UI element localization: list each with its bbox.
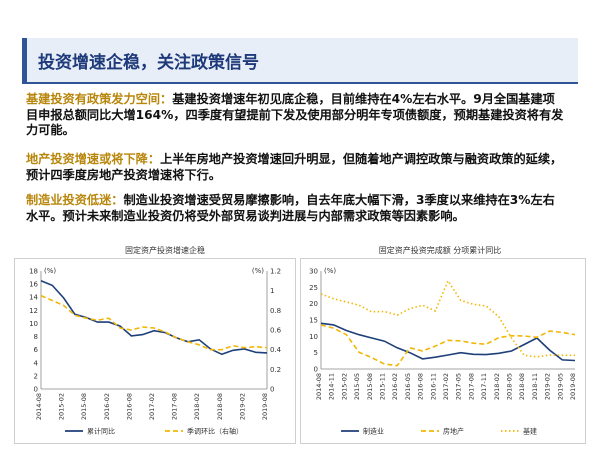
y-tick-label: 0: [314, 366, 318, 374]
chart-1-svg: 0 2 4 6 8 10 12 14 16 18 (%) 0 0.2 0.4 0.6 0.8 1 1.2 (%) 20…: [29, 267, 282, 436]
x-tick-label: 2015-05: [353, 373, 361, 400]
y-tick-label: 16: [29, 281, 38, 289]
y-tick-label: 14: [29, 294, 38, 302]
y-right-tick-label: 0.8: [270, 307, 281, 315]
legend-label: 制造业: [363, 427, 384, 436]
y-tick-label: 0: [34, 386, 38, 394]
paragraph-body: 制造业投资增速受贸易摩擦影响，自去年底大幅下滑，3季度以来维持在3%左右水平。预…: [26, 193, 555, 223]
x-tick-label: 2016-08: [417, 373, 425, 400]
chart-2-title: 固定资产投资完成额 分项累计同比: [378, 246, 502, 255]
x-tick-label: 2016-08: [125, 393, 133, 420]
x-tick-label: 2015-08: [80, 393, 88, 420]
paragraph-manufacturing: 制造业投资低迷：制造业投资增速受贸易摩擦影响，自去年底大幅下滑，3季度以来维持在…: [26, 193, 566, 224]
paragraph-infrastructure: 基建投资有政策发力空间：基建投资增速年初见底企稳，目前维持在4%左右水平。9月全…: [26, 92, 566, 139]
paragraph-lead: 基建投资有政策发力空间：: [26, 92, 173, 106]
paragraph-real-estate: 地产投资增速或将下降：上半年房地产投资增速回升明显，但随着地产调控政策与融资政策…: [26, 152, 566, 183]
x-tick-label: 2016-02: [103, 393, 111, 420]
x-tick-label: 2018-08: [518, 373, 526, 400]
legend-label: 累计同比: [87, 427, 115, 436]
y-right-unit-label: (%): [252, 267, 264, 275]
x-tick-label: 2015-02: [340, 373, 348, 400]
x-tick-label: 2017-02: [442, 373, 450, 400]
x-tick-label: 2019-05: [556, 373, 564, 400]
x-tick-label: 2019-02: [544, 373, 552, 400]
y-tick-label: 25: [309, 284, 318, 292]
x-tick-label: 2017-05: [455, 373, 463, 400]
y-right-tick-label: 0: [270, 386, 274, 394]
y-tick-label: 12: [29, 307, 38, 315]
y-tick-label: 8: [34, 333, 38, 341]
title-accent: [22, 38, 27, 82]
y-unit-label: (%): [44, 267, 56, 275]
series-line-2: [40, 294, 268, 351]
paragraph-body: 上半年房地产投资增速回升明显，但随着地产调控政策与融资政策的延续，预计四季度房地…: [26, 152, 563, 182]
y-right-tick-label: 0.2: [270, 366, 281, 374]
legend-label: 基建: [523, 427, 537, 436]
y-tick-label: 6: [34, 346, 39, 354]
x-tick-label: 2014-08: [35, 393, 43, 420]
x-tick-label: 2019-02: [238, 393, 246, 420]
y-tick-label: 10: [309, 333, 318, 341]
series-line-1: [40, 280, 268, 356]
x-tick-label: 2019-08: [569, 373, 577, 400]
y-right-tick-label: 0.6: [270, 327, 282, 335]
y-tick-label: 15: [309, 317, 318, 325]
x-tick-label: 2018-05: [506, 373, 514, 400]
paragraph-body: 基建投资增速年初见底企稳，目前维持在4%左右水平。9月全国基建项目申报总额同比大…: [26, 92, 564, 137]
chart-1: 0 2 4 6 8 10 12 14 16 18 (%) 0 0.2 0.4 0.6 0.8 1 1.2 (%) 20…: [14, 258, 296, 444]
series-line-2: [320, 324, 576, 367]
x-tick-label: 2019-08: [261, 393, 269, 420]
x-tick-label: 2017-08: [467, 373, 475, 400]
series-line-1: [320, 322, 576, 362]
y-tick-label: 10: [29, 320, 38, 328]
y-right-tick-label: 1.2: [270, 268, 281, 276]
y-right-tick-label: 0.4: [270, 346, 282, 354]
y-tick-label: 18: [29, 268, 38, 276]
x-tick-label: 2016-11: [429, 373, 437, 400]
x-tick-label: 2014-11: [328, 373, 336, 400]
x-tick-label: 2014-08: [315, 373, 323, 400]
paragraph-lead: 制造业投资低迷：: [26, 193, 124, 207]
x-tick-label: 2016-02: [391, 373, 399, 400]
chart-2-svg: 0 5 10 15 20 25 30 (%) 2014-08 2014-11 2015-02 2015…: [309, 267, 577, 436]
x-tick-label: 2017-08: [171, 393, 179, 420]
y-tick-label: 30: [309, 268, 318, 276]
y-unit-label: (%): [324, 267, 336, 275]
x-tick-label: 2017-02: [148, 393, 156, 420]
x-tick-label: 2015-02: [58, 393, 66, 420]
y-tick-label: 2: [34, 372, 38, 380]
y-right-tick-label: 1: [270, 287, 274, 295]
x-tick-label: 2018-02: [493, 373, 501, 400]
x-tick-label: 2018-08: [216, 393, 224, 420]
y-tick-label: 5: [314, 349, 318, 357]
chart-2: 0 5 10 15 20 25 30 (%) 2014-08 2014-11 2015-02 2015…: [300, 258, 586, 444]
paragraph-lead: 地产投资增速或将下降：: [26, 152, 161, 166]
x-tick-label: 2017-11: [480, 373, 488, 400]
y-tick-label: 20: [309, 300, 318, 308]
x-tick-label: 2018-11: [531, 373, 539, 400]
x-tick-label: 2016-05: [404, 373, 412, 400]
chart-1-title: 固定资产投资增速企稳: [125, 246, 205, 255]
title-bar: 投资增速企稳，关注政策信号: [22, 38, 578, 84]
x-tick-label: 2015-08: [366, 373, 374, 400]
series-line-3: [320, 279, 575, 358]
legend-label: 季调环比（右轴）: [187, 427, 243, 436]
legend-label: 房地产: [443, 427, 464, 436]
slide-title: 投资增速企稳，关注政策信号: [38, 53, 259, 73]
x-tick-label: 2018-02: [193, 393, 201, 420]
x-tick-label: 2015-11: [379, 373, 387, 400]
y-tick-label: 4: [34, 359, 39, 367]
